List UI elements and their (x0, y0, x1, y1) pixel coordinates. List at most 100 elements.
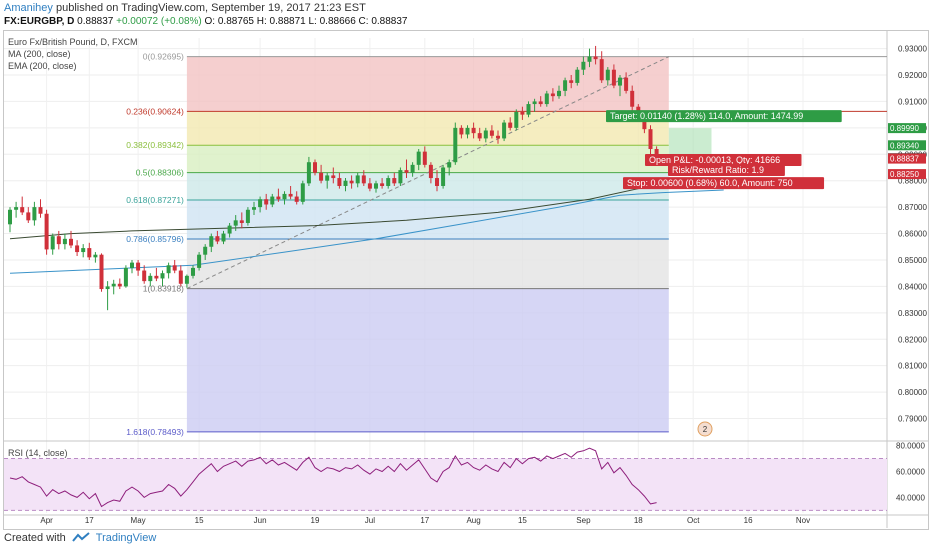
fib-zone (186, 172, 669, 200)
candle-body (26, 212, 31, 221)
candle (648, 125, 653, 155)
candle (422, 146, 427, 168)
candle (349, 175, 354, 189)
candle (38, 199, 43, 218)
time-tick-label: Jun (254, 516, 267, 525)
price-tick-label: 0.85000 (898, 256, 927, 265)
publish-info: published on TradingView.com, September … (55, 2, 366, 14)
fib-level-label: 0.236(0.90624) (126, 106, 184, 116)
candle (526, 101, 531, 118)
tradingview-brand[interactable]: TradingView (95, 532, 157, 544)
candle (563, 77, 568, 97)
time-tick-label: 18 (634, 516, 643, 525)
time-tick-label: 16 (744, 516, 753, 525)
candle-body (343, 180, 348, 186)
last-price: 0.88837 (77, 16, 114, 27)
candle-body (447, 162, 452, 168)
candle-body (489, 130, 494, 136)
legend-ma: MA (200, close) (8, 49, 71, 59)
event-badge-count: 2 (703, 425, 708, 434)
fib-level-label: 1(0.83918) (143, 284, 184, 294)
price-tick-label: 0.91000 (898, 97, 927, 106)
candle-body (8, 209, 12, 225)
candle (404, 159, 409, 179)
candle (160, 270, 165, 287)
candle (99, 253, 104, 292)
candle-body (252, 207, 256, 210)
candle (599, 51, 604, 83)
candle (428, 162, 433, 184)
candle (81, 244, 86, 258)
target-zone (668, 128, 712, 159)
rsi-tick-label: 60.0000 (896, 468, 925, 477)
candle-body (117, 283, 122, 287)
candle-body (148, 275, 153, 282)
candle (26, 207, 31, 223)
candle (587, 48, 592, 68)
candle-body (258, 199, 263, 208)
price-tick-label: 0.86000 (898, 230, 927, 239)
candle-body (477, 133, 482, 139)
candle (532, 98, 537, 112)
legend-title: Euro Fx/British Pound, D, FXCM (8, 37, 138, 47)
price-tick-label: 0.93000 (898, 45, 927, 54)
candle-body (599, 59, 604, 81)
candle (264, 193, 269, 210)
candle-body (62, 238, 67, 245)
candle-body (514, 111, 519, 128)
fib-zone (186, 111, 669, 146)
time-tick-label: Jul (365, 516, 375, 525)
candle-body (605, 69, 610, 81)
price-tick-label: 0.87000 (898, 203, 927, 212)
candle-body (337, 178, 342, 186)
candle (93, 252, 98, 263)
candle (166, 262, 171, 279)
candle-body (197, 254, 202, 268)
candle (111, 279, 116, 295)
candle-body (435, 178, 439, 186)
author-link[interactable]: Amanihey (4, 2, 53, 14)
rr-label-text: Risk/Reward Ratio: 1.9 (672, 165, 764, 175)
candle (477, 127, 482, 142)
fib-level-label: 0.618(0.87271) (126, 195, 184, 205)
price-tick-label: 0.84000 (898, 282, 927, 291)
candle-body (496, 135, 500, 139)
candle-body (319, 172, 324, 181)
candle-body (557, 90, 561, 97)
candle-body (294, 196, 299, 202)
candle (465, 125, 470, 139)
rsi-band (4, 458, 887, 511)
candle-body (581, 61, 586, 70)
low-value: L: 0.88666 (308, 16, 356, 27)
candle (630, 85, 635, 112)
fib-level-label: 0.5(0.88306) (136, 168, 184, 178)
candle (245, 207, 250, 226)
candle-body (386, 178, 391, 186)
candle-body (508, 122, 513, 128)
candle (538, 96, 543, 107)
time-tick-label: Aug (466, 516, 480, 525)
candle-body (392, 178, 397, 184)
rr-label-bg (668, 164, 785, 176)
candle-body (520, 111, 525, 115)
candle-body (239, 220, 244, 223)
candle (136, 259, 141, 276)
candle (416, 148, 421, 171)
candle-body (404, 170, 409, 173)
candle-body (563, 80, 568, 91)
candle (172, 259, 177, 274)
candle-body (587, 56, 592, 62)
close-value: C: 0.88837 (358, 16, 408, 27)
candle-body (483, 130, 488, 139)
candle-body (575, 69, 580, 83)
candle (69, 230, 73, 249)
time-tick-label: Apr (40, 516, 53, 525)
fib-level-label: 1.618(0.78493) (126, 427, 184, 437)
candle-body (264, 199, 269, 205)
open-value: O: 0.88765 (204, 16, 254, 27)
candle (355, 172, 360, 188)
candle (331, 167, 336, 184)
candle-body (130, 262, 134, 268)
candle (483, 127, 488, 143)
